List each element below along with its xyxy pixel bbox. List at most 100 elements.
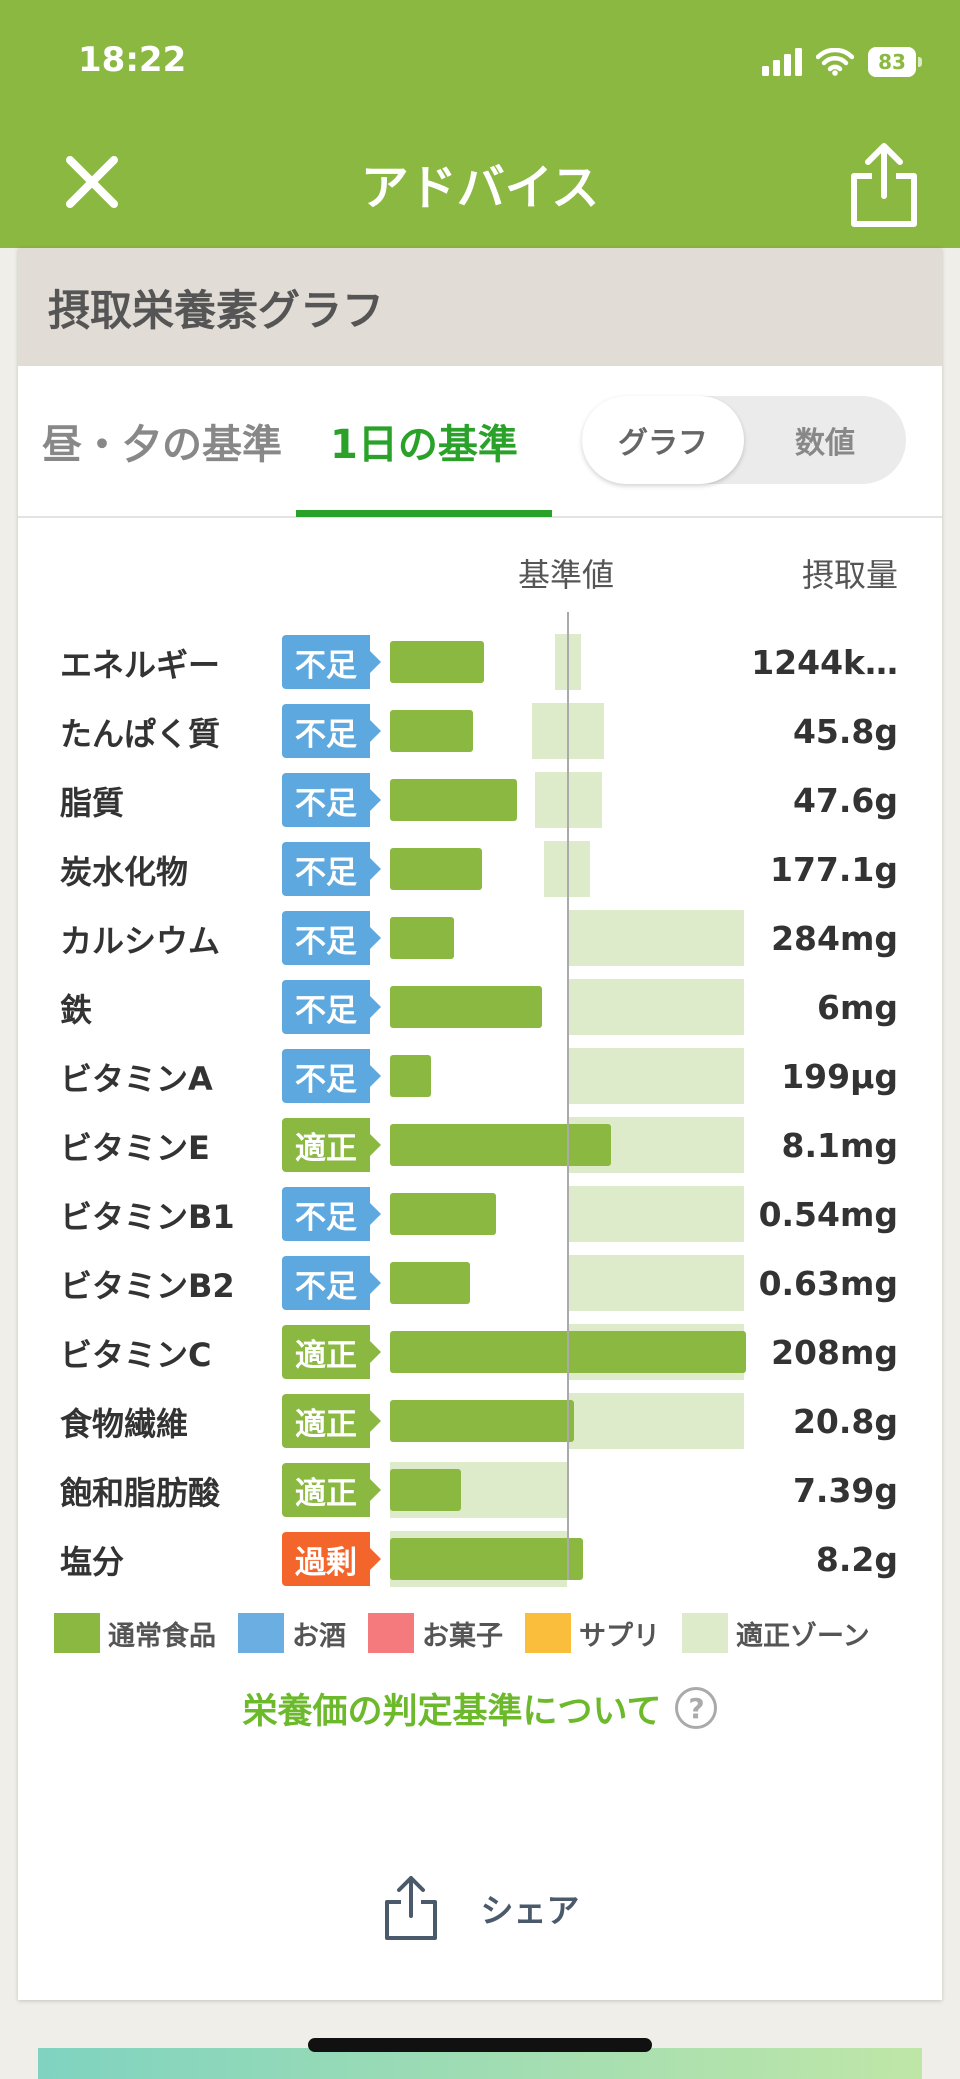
- status-badge: 不足: [282, 1187, 381, 1241]
- nutrient-label: ビタミンE: [60, 1128, 210, 1167]
- reference-line: [567, 612, 569, 1580]
- status-badge: 不足: [282, 704, 381, 758]
- intake-bar: [390, 986, 543, 1028]
- intake-value: 0.63mg: [758, 1264, 898, 1303]
- intake-bar: [390, 779, 518, 821]
- numbers-toggle-button[interactable]: 数値: [795, 426, 855, 461]
- intake-bar: [390, 848, 483, 890]
- nutrient-row: 塩分 過剰 8.2g: [18, 1525, 942, 1594]
- nutrient-row: 鉄 不足 6mg: [18, 973, 942, 1042]
- intake-bar: [390, 710, 474, 752]
- section-title: 摂取栄養素グラフ: [18, 248, 942, 366]
- graph-toggle-button[interactable]: グラフ: [582, 396, 744, 484]
- nutrient-label: 鉄: [60, 990, 93, 1029]
- legend-swatch: [238, 1613, 284, 1653]
- legend-swatch: [54, 1613, 100, 1653]
- nutrient-label: たんぱく質: [60, 714, 221, 753]
- status-badge: 適正: [282, 1463, 381, 1517]
- status-badge: 不足: [282, 1049, 381, 1103]
- nutrient-row: ビタミンA 不足 199µg: [18, 1042, 942, 1111]
- intake-bar: [390, 1400, 575, 1442]
- tab-bar: 昼・夕の基準 1日の基準 グラフ 数値: [18, 366, 942, 518]
- adequate-zone: [567, 1186, 744, 1242]
- intake-value: 7.39g: [792, 1471, 898, 1510]
- intake-value: 6mg: [817, 988, 898, 1027]
- intake-bar: [390, 1055, 431, 1097]
- help-icon: ?: [675, 1687, 718, 1729]
- legend-label: お酒: [292, 1620, 346, 1652]
- home-indicator: [308, 2038, 652, 2052]
- legend-swatch: [682, 1613, 728, 1653]
- legend-label: 通常食品: [108, 1620, 216, 1652]
- view-toggle: グラフ 数値: [582, 396, 906, 484]
- legend-item: サプリ: [525, 1613, 660, 1653]
- reference-header: 基準値: [518, 556, 615, 594]
- intake-header: 摂取量: [801, 556, 898, 594]
- chart-legend: 通常食品 お酒 お菓子 サプリ 適正ゾーン: [54, 1610, 934, 1656]
- intake-value: 45.8g: [792, 712, 898, 751]
- criteria-link-label: 栄養価の判定基準について: [242, 1691, 662, 1732]
- intake-bar: [390, 1124, 612, 1166]
- tab-daily[interactable]: 1日の基準: [330, 422, 518, 468]
- share-icon: [384, 1876, 437, 1940]
- intake-value: 208mg: [771, 1333, 898, 1372]
- legend-item: お酒: [238, 1613, 346, 1653]
- adequate-zone: [567, 910, 744, 966]
- intake-value: 8.2g: [815, 1540, 898, 1579]
- intake-bar: [390, 1469, 461, 1511]
- nutrient-chart: 基準値 摂取量 エネルギー 不足 1244k… たんぱく質 不足 45.8g 脂質 不足 47.…: [18, 516, 942, 1596]
- intake-value: 1244k…: [751, 643, 898, 682]
- status-badge: 過剰: [282, 1532, 381, 1586]
- status-badge: 適正: [282, 1394, 381, 1448]
- nutrient-label: ビタミンC: [60, 1335, 212, 1374]
- status-badge: 適正: [282, 1118, 381, 1172]
- status-badge: 不足: [282, 911, 381, 965]
- intake-bar: [390, 1193, 497, 1235]
- adequate-zone: [567, 1393, 744, 1449]
- nutrient-label: 脂質: [60, 783, 125, 822]
- tab-indicator: [296, 510, 552, 517]
- nutrient-row: たんぱく質 不足 45.8g: [18, 697, 942, 766]
- legend-item: 通常食品: [54, 1613, 216, 1653]
- close-icon[interactable]: [60, 150, 124, 214]
- intake-value: 177.1g: [769, 850, 898, 889]
- nutrient-card: 摂取栄養素グラフ 昼・夕の基準 1日の基準 グラフ 数値 基準値 摂取量 エネル…: [18, 248, 942, 2000]
- nutrient-label: カルシウム: [60, 921, 221, 960]
- app-header: 18:22 83 アドバイス: [0, 0, 960, 248]
- status-badge: 不足: [282, 980, 381, 1034]
- status-badge: 不足: [282, 635, 381, 689]
- wifi-icon: [816, 48, 854, 76]
- status-time: 18:22: [78, 40, 187, 80]
- adequate-zone: [567, 1255, 744, 1311]
- adequate-zone: [543, 841, 590, 897]
- nutrient-row: ビタミンB2 不足 0.63mg: [18, 1249, 942, 1318]
- legend-item: 適正ゾーン: [682, 1613, 870, 1653]
- tab-lunch-dinner[interactable]: 昼・夕の基準: [42, 422, 282, 468]
- intake-value: 0.54mg: [758, 1195, 898, 1234]
- share-label: シェア: [480, 1891, 580, 1930]
- nutrient-row: ビタミンB1 不足 0.54mg: [18, 1180, 942, 1249]
- nutrient-label: ビタミンA: [60, 1059, 213, 1098]
- share-button[interactable]: シェア: [18, 1868, 942, 1948]
- adequate-zone: [567, 1048, 744, 1104]
- criteria-link[interactable]: 栄養価の判定基準について ?: [18, 1678, 942, 1738]
- nutrient-label: ビタミンB2: [60, 1266, 235, 1305]
- intake-bar: [390, 1538, 583, 1580]
- nutrient-row: 炭水化物 不足 177.1g: [18, 835, 942, 904]
- share-icon[interactable]: [844, 140, 924, 230]
- status-badge: 適正: [282, 1325, 381, 1379]
- legend-swatch: [368, 1613, 414, 1653]
- nutrient-row: 脂質 不足 47.6g: [18, 766, 942, 835]
- page-title: アドバイス: [360, 160, 600, 216]
- intake-value: 199µg: [781, 1057, 898, 1096]
- nutrient-row: ビタミンC 適正 208mg: [18, 1318, 942, 1387]
- nutrient-row: エネルギー 不足 1244k…: [18, 628, 942, 697]
- promo-banner[interactable]: [38, 2048, 922, 2079]
- nutrient-label: 塩分: [60, 1542, 125, 1581]
- status-badge: 不足: [282, 842, 381, 896]
- intake-bar: [390, 917, 454, 959]
- intake-value: 47.6g: [792, 781, 898, 820]
- intake-bar: [390, 641, 484, 683]
- adequate-zone: [567, 979, 744, 1035]
- nutrient-label: ビタミンB1: [60, 1197, 235, 1236]
